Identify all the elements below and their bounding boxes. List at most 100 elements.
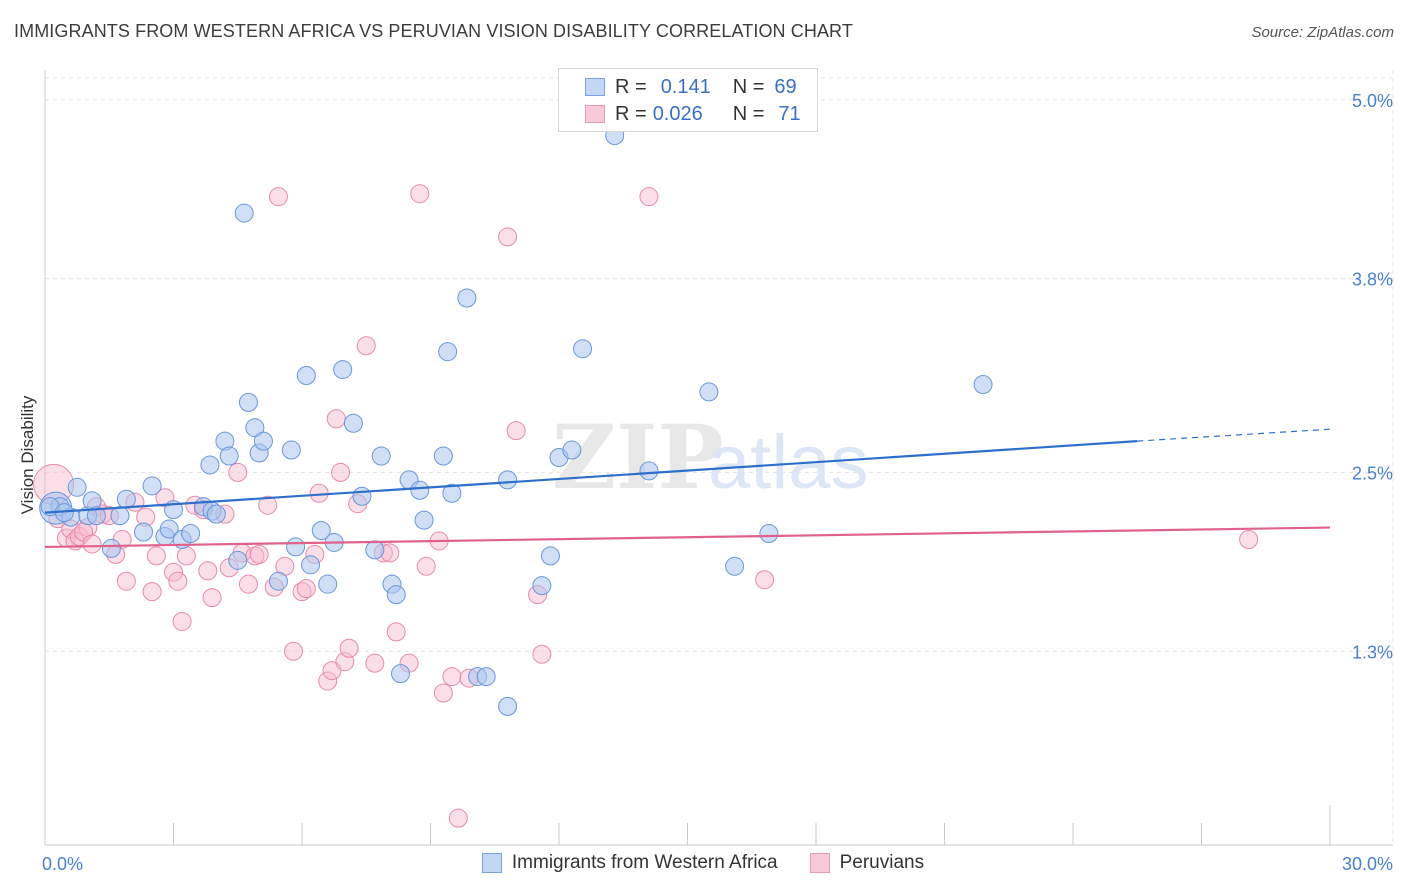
data-point-immigrants: [433, 446, 453, 466]
correlation-legend: R = 0.141 N = 69 R = 0.026 N = 71: [558, 68, 818, 132]
data-point-peruvians: [202, 588, 222, 608]
data-point-immigrants: [562, 440, 582, 460]
data-point-immigrants: [318, 574, 338, 594]
data-point-immigrants: [498, 696, 518, 716]
data-point-immigrants: [228, 550, 248, 570]
data-point-peruvians: [442, 667, 462, 687]
data-point-immigrants: [498, 470, 518, 490]
data-point-peruvians: [176, 546, 196, 566]
data-point-immigrants: [540, 546, 560, 566]
trend-line-immigrants: [44, 440, 1138, 514]
data-point-immigrants: [301, 555, 321, 575]
data-point-immigrants: [699, 382, 719, 402]
y-tick-label: 3.8%: [1352, 270, 1393, 290]
data-point-peruvians: [258, 495, 278, 515]
data-point-immigrants: [234, 203, 254, 223]
data-point-immigrants: [268, 571, 288, 591]
legend-swatch-blue: [585, 78, 605, 96]
trend-line-peruvians: [44, 526, 1331, 549]
data-point-immigrants: [457, 288, 477, 308]
series-peruvians: [33, 184, 1259, 828]
watermark: ZIP atlas: [552, 405, 869, 509]
data-point-immigrants: [311, 521, 331, 541]
data-point-immigrants: [286, 537, 306, 557]
data-point-peruvians: [198, 561, 218, 581]
legend-swatch-blue: [481, 853, 502, 873]
data-point-immigrants: [67, 477, 87, 497]
legend-row-pink: R = 0.026 N = 71: [585, 102, 801, 126]
chart-title: IMMIGRANTS FROM WESTERN AFRICA VS PERUVI…: [14, 21, 853, 41]
data-point-peruvians: [386, 622, 406, 642]
data-point-peruvians: [433, 683, 453, 703]
trend-line-immigrants-extension: [1137, 428, 1331, 442]
data-point-immigrants: [352, 486, 372, 506]
data-point-immigrants: [110, 506, 130, 526]
tick-labels: 1.3% 2.5% 3.8% 5.0% 0.0% 30.0%: [42, 91, 1393, 874]
data-point-peruvians: [365, 653, 385, 673]
data-point-peruvians: [1239, 529, 1259, 549]
data-point-immigrants: [365, 540, 385, 560]
data-point-peruvians: [296, 579, 316, 599]
legend-n-label: N =: [732, 102, 765, 125]
legend-r-value: 0.141: [660, 75, 711, 98]
data-point-immigrants: [219, 446, 239, 466]
legend-n-value: 71: [778, 102, 801, 125]
data-point-immigrants: [206, 504, 226, 524]
legend-r-value: 0.026: [652, 102, 703, 125]
data-point-immigrants: [414, 510, 434, 530]
data-point-immigrants: [973, 374, 993, 394]
trend-lines: [44, 428, 1331, 549]
legend-swatch-pink: [585, 105, 605, 123]
data-point-peruvians: [356, 336, 376, 356]
legend-item-immigrants[interactable]: Immigrants from Western Africa: [481, 852, 778, 874]
data-point-immigrants: [573, 339, 593, 359]
legend-r-label: R =: [615, 102, 647, 125]
data-point-immigrants: [281, 440, 301, 460]
y-tick-label: 1.3%: [1352, 642, 1393, 662]
data-point-peruvians: [146, 546, 166, 566]
data-point-peruvians: [416, 556, 436, 576]
data-point-peruvians: [326, 409, 346, 429]
y-tick-label: 5.0%: [1352, 91, 1393, 111]
data-point-immigrants: [181, 524, 201, 544]
data-point-peruvians: [228, 462, 248, 482]
legend-label: Immigrants from Western Africa: [511, 852, 778, 873]
data-point-immigrants: [386, 585, 406, 605]
legend-n-label: N =: [732, 75, 765, 98]
data-point-peruvians: [283, 641, 303, 661]
x-tick-label: 0.0%: [42, 854, 83, 874]
data-point-peruvians: [639, 187, 659, 207]
legend-row-blue: R = 0.141 N = 69: [585, 75, 797, 99]
series-legend: Immigrants from Western Africa Peruvians: [0, 852, 1406, 874]
data-point-immigrants: [238, 392, 258, 412]
data-point-immigrants: [134, 522, 154, 542]
data-point-peruvians: [116, 571, 136, 591]
data-point-peruvians: [249, 544, 269, 564]
y-tick-label: 2.5%: [1352, 463, 1393, 483]
data-point-peruvians: [164, 562, 183, 582]
data-point-peruvians: [168, 571, 188, 591]
legend-r-label: R =: [615, 75, 647, 98]
legend-item-peruvians[interactable]: Peruvians: [809, 852, 924, 874]
data-point-peruvians: [238, 574, 258, 594]
data-point-immigrants: [101, 538, 121, 558]
data-point-immigrants: [438, 342, 458, 362]
axes: [44, 70, 1393, 846]
watermark-atlas: atlas: [708, 420, 869, 505]
data-point-immigrants: [200, 455, 220, 475]
data-point-immigrants: [725, 556, 745, 576]
x-tick-label: 30.0%: [1342, 854, 1393, 874]
data-point-immigrants: [391, 664, 411, 684]
data-point-peruvians: [82, 534, 102, 554]
source-note: Source: ZipAtlas.com: [1251, 24, 1394, 41]
data-point-immigrants: [532, 576, 552, 596]
data-point-peruvians: [755, 570, 775, 590]
data-point-peruvians: [268, 187, 288, 207]
data-point-immigrants: [333, 360, 353, 380]
legend-swatch-pink: [809, 853, 830, 873]
data-point-immigrants: [639, 461, 659, 481]
watermark-zip: ZIP: [552, 405, 724, 509]
legend-n-value: 69: [774, 75, 797, 98]
data-point-immigrants: [343, 413, 363, 433]
